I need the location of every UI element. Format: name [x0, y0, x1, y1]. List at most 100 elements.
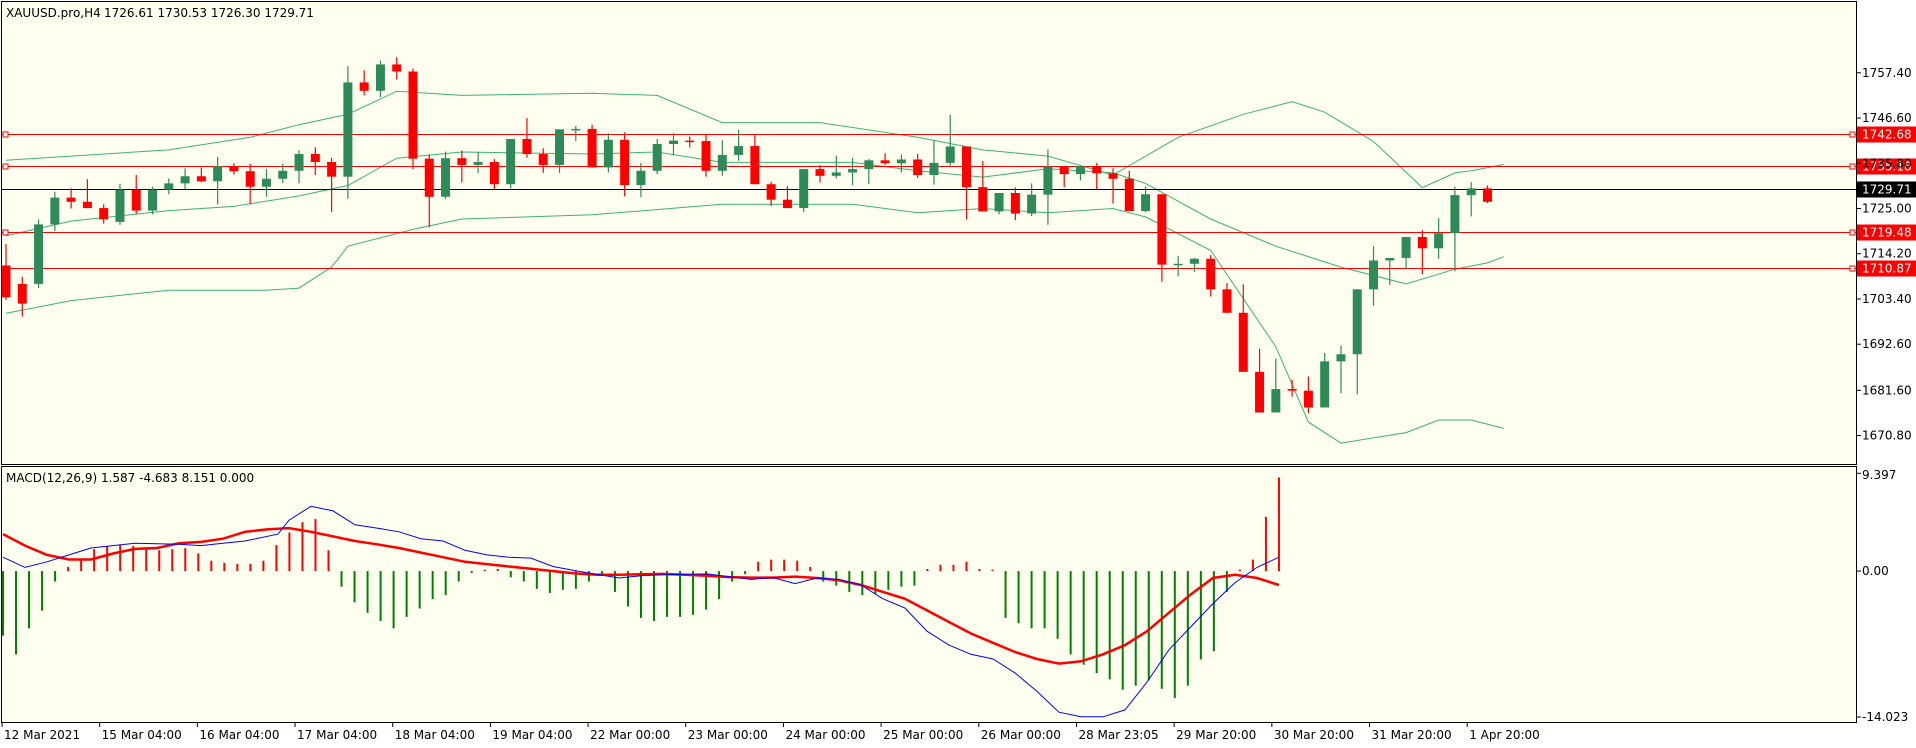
candle-body — [1075, 166, 1085, 175]
candle-body — [1, 265, 11, 298]
candle-body — [213, 166, 223, 182]
macd-tick-label: 9.397 — [1862, 468, 1896, 482]
candle-body — [408, 71, 418, 159]
candle-body — [229, 166, 239, 172]
candle-body — [375, 64, 385, 91]
time-tick-label: 19 Mar 04:00 — [492, 728, 572, 742]
time-tick-label: 1 Apr 20:00 — [1469, 728, 1540, 742]
price-tick-label: 1670.80 — [1862, 429, 1912, 443]
candle-body — [131, 189, 141, 211]
level-anchor-right[interactable] — [1849, 163, 1856, 170]
level-anchor-right[interactable] — [1849, 131, 1856, 138]
symbol-label: XAUUSD.pro,H4 — [6, 6, 101, 20]
candle-body — [1157, 194, 1167, 265]
price-tick-label: 1725.00 — [1862, 201, 1912, 215]
candle-body — [555, 129, 565, 165]
time-axis: 12 Mar 2021 15 Mar 04:00 16 Mar 04:00 17 Ma… — [1, 722, 1540, 742]
candle-body — [1206, 258, 1216, 290]
candle-body — [1173, 263, 1183, 266]
candle-body — [1352, 289, 1362, 355]
level-anchor-left[interactable] — [2, 229, 9, 236]
candle-body — [294, 154, 304, 171]
candle-body — [424, 158, 434, 197]
candle-body — [392, 64, 402, 72]
candle-body — [994, 192, 1004, 212]
candle-body — [929, 162, 939, 175]
candle-body — [603, 139, 613, 168]
level-anchor-left[interactable] — [2, 163, 9, 170]
candle-body — [99, 208, 109, 220]
time-tick-label: 25 Mar 00:00 — [883, 728, 963, 742]
candle-body — [1189, 258, 1199, 264]
candle-body — [473, 162, 483, 165]
candle-body — [1238, 312, 1248, 372]
price-tick-label: 1692.60 — [1862, 337, 1912, 351]
horizontal-levels[interactable]: 1742.68 1735.18 1719.48 1710.87 1729.71 — [2, 126, 1916, 277]
candle-body — [945, 146, 955, 163]
level-anchor-right[interactable] — [1849, 265, 1856, 272]
price-tick-label: 1681.60 — [1862, 383, 1912, 397]
candle-body — [864, 160, 874, 170]
candle-body — [50, 197, 60, 225]
time-tick-label: 31 Mar 20:00 — [1372, 728, 1452, 742]
candle-body — [1320, 361, 1330, 408]
candle-body — [148, 189, 158, 211]
candle-body — [717, 154, 727, 171]
level-anchor-left[interactable] — [2, 131, 9, 138]
candle-body — [1092, 166, 1102, 174]
candle-body — [489, 162, 499, 185]
candle-body — [1401, 236, 1411, 258]
candle-body — [750, 146, 760, 185]
candle-body — [327, 162, 337, 177]
candle-body — [1124, 178, 1134, 212]
price-tick-label: 1735.80 — [1862, 156, 1912, 170]
candle-body — [310, 154, 320, 163]
time-tick-label: 28 Mar 23:05 — [1078, 728, 1158, 742]
candle-body — [245, 171, 255, 187]
candle-body — [115, 189, 125, 222]
macd-lines — [2, 505, 1280, 718]
candle-body — [1434, 233, 1444, 249]
macd-pane[interactable]: 9.397 0.00 -14.023 MACD(12,26,9) 1.587 -4.… — [1, 466, 1909, 725]
candle-body — [343, 82, 353, 177]
candle-body — [196, 176, 206, 182]
candle-body — [538, 154, 548, 165]
candle-body — [1027, 194, 1037, 214]
macd-signal-line — [2, 526, 1280, 665]
candle-body — [913, 159, 923, 175]
candle-body — [668, 140, 678, 144]
candle-body — [848, 169, 858, 173]
time-tick-label: 30 Mar 20:00 — [1274, 728, 1354, 742]
price-tick-label: 1714.20 — [1862, 247, 1912, 261]
candle-body — [180, 176, 190, 184]
time-tick-label: 16 Mar 04:00 — [199, 728, 279, 742]
candle-body — [1255, 371, 1265, 413]
candle-body — [1010, 192, 1020, 214]
time-tick-label: 12 Mar 2021 — [4, 728, 80, 742]
candle-body — [978, 187, 988, 212]
candle-body — [1141, 194, 1151, 212]
macd-pane-frame — [1, 466, 1857, 723]
time-tick-label: 17 Mar 04:00 — [297, 728, 377, 742]
candle-body — [587, 128, 597, 168]
candle-body — [278, 170, 288, 179]
candle-body — [701, 141, 711, 171]
macd-main-line — [2, 505, 1280, 718]
price-pane[interactable]: 1742.68 1735.18 1719.48 1710.87 1729.71 1757… — [1, 1, 1916, 465]
candle-body — [1385, 257, 1395, 261]
current-price-tag — [1857, 181, 1916, 198]
bollinger-lower — [5, 203, 1504, 444]
candle-body — [880, 160, 890, 164]
time-tick-label: 18 Mar 04:00 — [395, 728, 475, 742]
macd-axis: 9.397 0.00 -14.023 — [1856, 468, 1908, 724]
candle-body — [636, 170, 646, 186]
level-anchor-right[interactable] — [1849, 229, 1856, 236]
price-tick-label: 1703.40 — [1862, 292, 1912, 306]
bollinger-upper — [5, 90, 1504, 189]
candle-body — [1417, 236, 1427, 249]
candle-body — [522, 138, 532, 155]
candle-body — [1043, 166, 1053, 195]
candle-body — [1336, 354, 1346, 362]
level-price-tag — [1857, 158, 1916, 175]
